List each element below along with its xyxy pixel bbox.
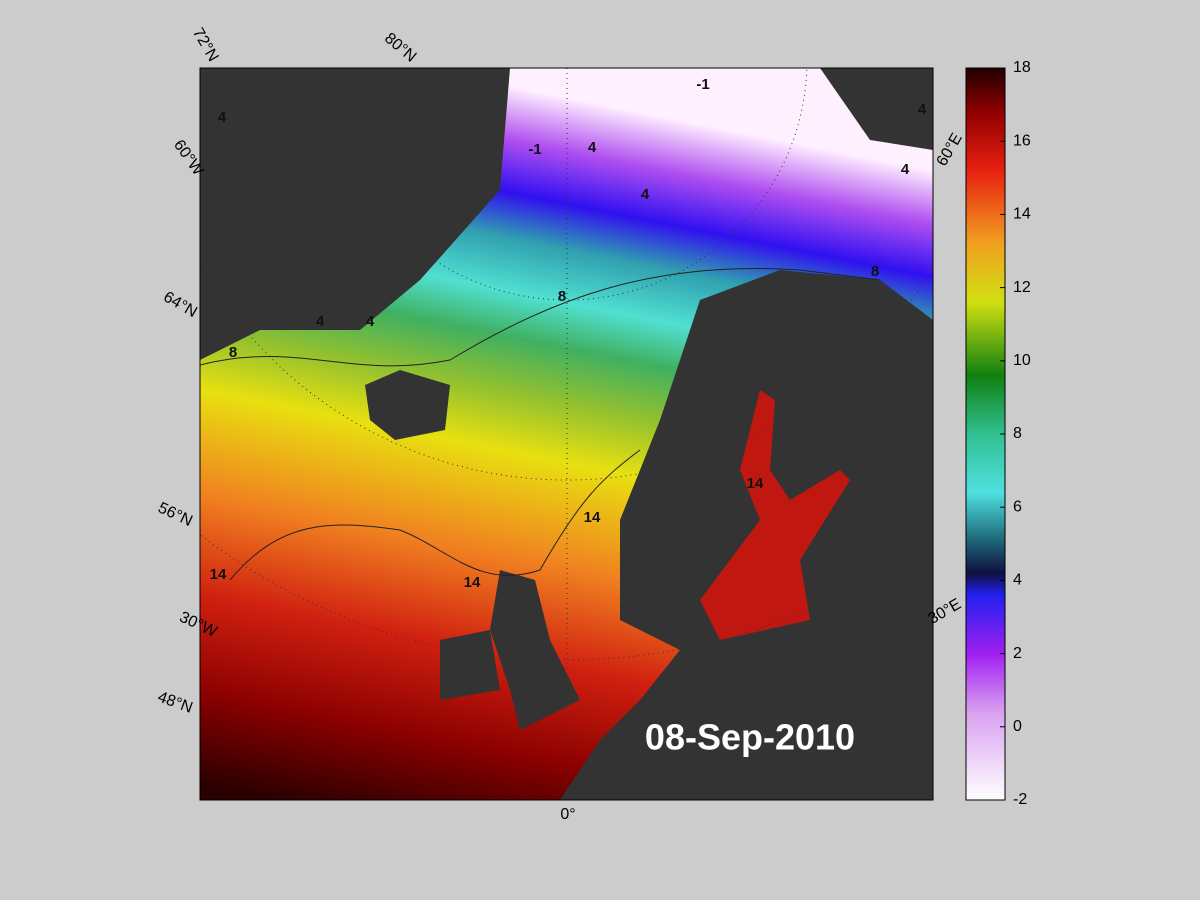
graticule-labels: 72°N 80°N 60°W 64°N 56°N 30°W 48°N 0° 30… [155,25,966,823]
colorbar [965,67,1006,801]
date-label: 08-Sep-2010 [645,717,855,758]
graticule-label: 80°N [381,30,419,66]
graticule-label: 56°N [155,499,195,530]
contour-label: 8 [871,263,879,280]
greenland [200,68,510,360]
novaya-zemlya [820,68,933,150]
contour-label: 14 [210,566,227,583]
contour-14 [229,449,641,581]
colorbar-tick-label: 16 [1013,132,1031,149]
british-isles [440,570,580,730]
map-frame [199,67,934,801]
colorbar-tick-label: 6 [1013,498,1022,515]
iceland [365,370,450,440]
graticule [200,68,933,800]
contour-label: 4 [316,313,325,330]
contour-label: 4 [588,139,597,156]
contour-label: 4 [218,109,227,126]
colorbar-tick-label: 2 [1013,645,1022,662]
map [200,68,933,800]
graticule-label: 60°E [934,131,966,170]
contour-label: 8 [229,344,237,361]
contour-label: -1 [696,76,709,93]
colorbar-tick-label: 18 [1013,59,1031,76]
graticule-label: 0° [560,806,575,823]
contour-label: 14 [747,475,764,492]
baltic [700,390,850,640]
contour-label: 4 [366,313,375,330]
contour-label: -1 [528,141,541,158]
contour-label: 4 [901,161,910,178]
colorbar-tick-label: 14 [1013,206,1031,223]
colorbar-tick-label: 0 [1013,718,1022,735]
colorbar-tick-label: -2 [1013,791,1027,808]
scandinavia-europe [560,270,933,800]
colorbar-tick-label: 4 [1013,572,1022,589]
graticule-label: 48°N [155,689,194,717]
contour-label: 4 [641,186,650,203]
contour-label: 14 [464,574,481,591]
contour-label: 14 [584,509,601,526]
colorbar-tick-label: 12 [1013,279,1031,296]
colorbar-tick-label: 8 [1013,425,1022,442]
colorbar-tick-label: 10 [1013,352,1031,369]
graticule-label: 64°N [160,288,199,321]
graticule-label: 72°N [189,25,222,64]
contour-label: 4 [918,101,927,118]
contour-8 [200,267,881,367]
contour-label: 8 [558,288,566,305]
